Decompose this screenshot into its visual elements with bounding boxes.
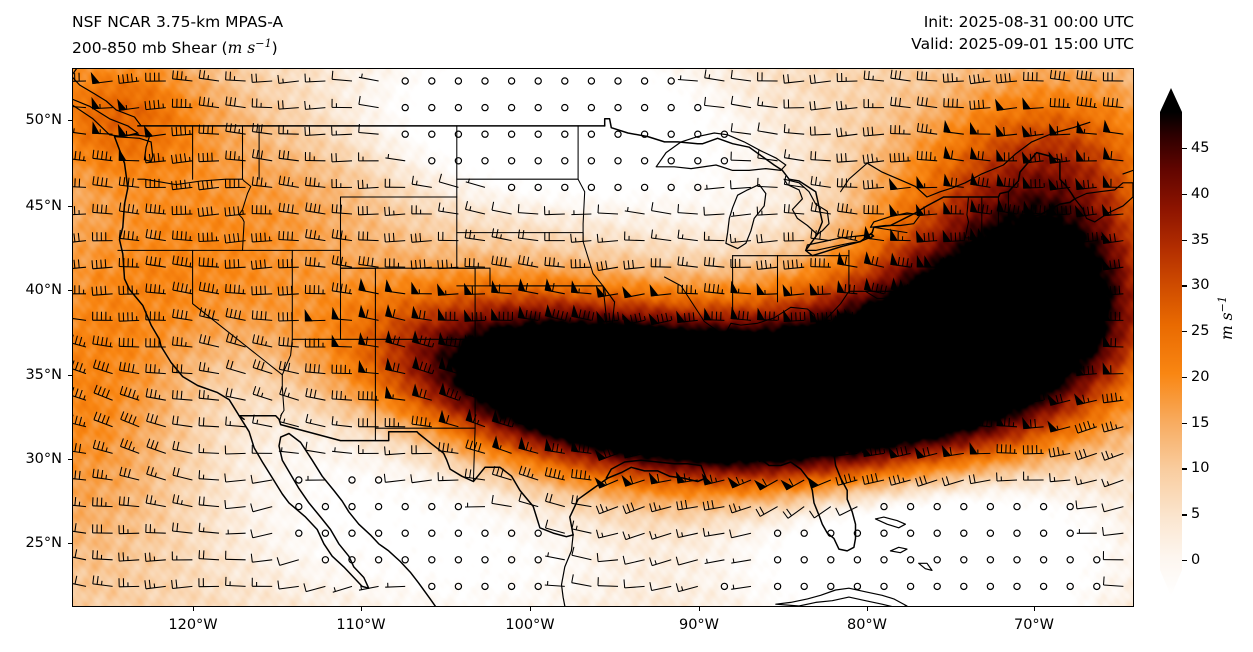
model-title: NSF NCAR 3.75-km MPAS-A [72, 13, 284, 31]
colorbar-tick-label: 20 [1191, 368, 1210, 385]
lon-tick-mark [699, 607, 701, 611]
cbar-units-exponent: −1 [1216, 295, 1229, 313]
colorbar [1160, 86, 1182, 596]
lat-tick-mark [68, 459, 72, 461]
colorbar-tick-mark [1182, 422, 1187, 424]
lon-tick-mark [193, 607, 195, 611]
colorbar-tick-label: 15 [1191, 414, 1210, 431]
header-right: Init: 2025-08-31 00:00 UTC Valid: 2025-0… [911, 11, 1134, 55]
lon-tick-mark [867, 607, 869, 611]
colorbar-tick-label: 35 [1191, 231, 1210, 248]
field-title-suffix: ) [271, 39, 278, 58]
colorbar-tick-mark [1182, 193, 1187, 196]
lon-tick-label: 100°W [505, 617, 555, 633]
lat-tick-mark [68, 120, 72, 122]
lat-tick-label: 25°N [25, 535, 62, 551]
field-title: 200-850 mb Shear (m s−1) [72, 33, 283, 59]
lon-tick-label: 110°W [336, 617, 386, 633]
colorbar-tick-mark [1182, 239, 1187, 241]
colorbar-tick-label: 45 [1191, 140, 1210, 156]
lon-tick-mark [1034, 607, 1036, 611]
colorbar-tick-mark [1182, 514, 1187, 516]
lat-tick-label: 45°N [25, 198, 62, 214]
units-exponent: −1 [255, 37, 272, 50]
lon-tick-label: 80°W [846, 617, 888, 633]
units-m: m [227, 39, 243, 58]
colorbar-tick-label: 10 [1191, 460, 1210, 477]
valid-time-label: Valid: 2025-09-01 15:00 UTC [911, 35, 1134, 53]
colorbar-tick-label: 5 [1191, 506, 1201, 523]
lat-tick-label: 35°N [25, 367, 62, 383]
cbar-units-m: m [1218, 325, 1237, 340]
colorbar-tick-mark [1182, 376, 1187, 379]
colorbar-tick-mark [1182, 148, 1187, 150]
colorbar-gradient [1160, 88, 1182, 596]
lon-tick-label: 70°W [1013, 617, 1055, 633]
colorbar-tick-mark [1182, 285, 1187, 287]
lat-tick-mark [68, 290, 72, 292]
lat-tick-label: 40°N [25, 282, 62, 298]
lon-tick-label: 90°W [678, 617, 720, 633]
units-s: s [247, 39, 256, 58]
field-title-prefix: 200-850 mb Shear ( [72, 39, 228, 58]
header-left: NSF NCAR 3.75-km MPAS-A 200-850 mb Shear… [72, 11, 283, 59]
lat-tick-mark [68, 543, 72, 545]
colorbar-tick-mark [1182, 560, 1187, 562]
lon-tick-label: 120°W [168, 617, 218, 633]
lat-tick-label: 50°N [25, 112, 62, 128]
colorbar-tick-label: 0 [1191, 552, 1201, 568]
colorbar-tick-mark [1182, 468, 1187, 470]
field-title-units: m s−1 [227, 37, 272, 58]
cbar-units-s: s [1218, 312, 1237, 321]
colorbar-tick-label: 25 [1191, 323, 1210, 340]
lat-tick-label: 30°N [25, 451, 62, 467]
colorbar-tick-label: 30 [1191, 277, 1210, 294]
init-time-label: Init: 2025-08-31 00:00 UTC [923, 13, 1134, 31]
colorbar-axis-label: m s−1 [1216, 296, 1236, 340]
lat-tick-mark [68, 375, 72, 377]
colorbar-tick-mark [1182, 331, 1187, 333]
lat-tick-mark [68, 206, 72, 208]
lon-tick-mark [530, 607, 532, 611]
colorbar-tick-label: 40 [1191, 185, 1210, 202]
lon-tick-mark [361, 607, 363, 611]
